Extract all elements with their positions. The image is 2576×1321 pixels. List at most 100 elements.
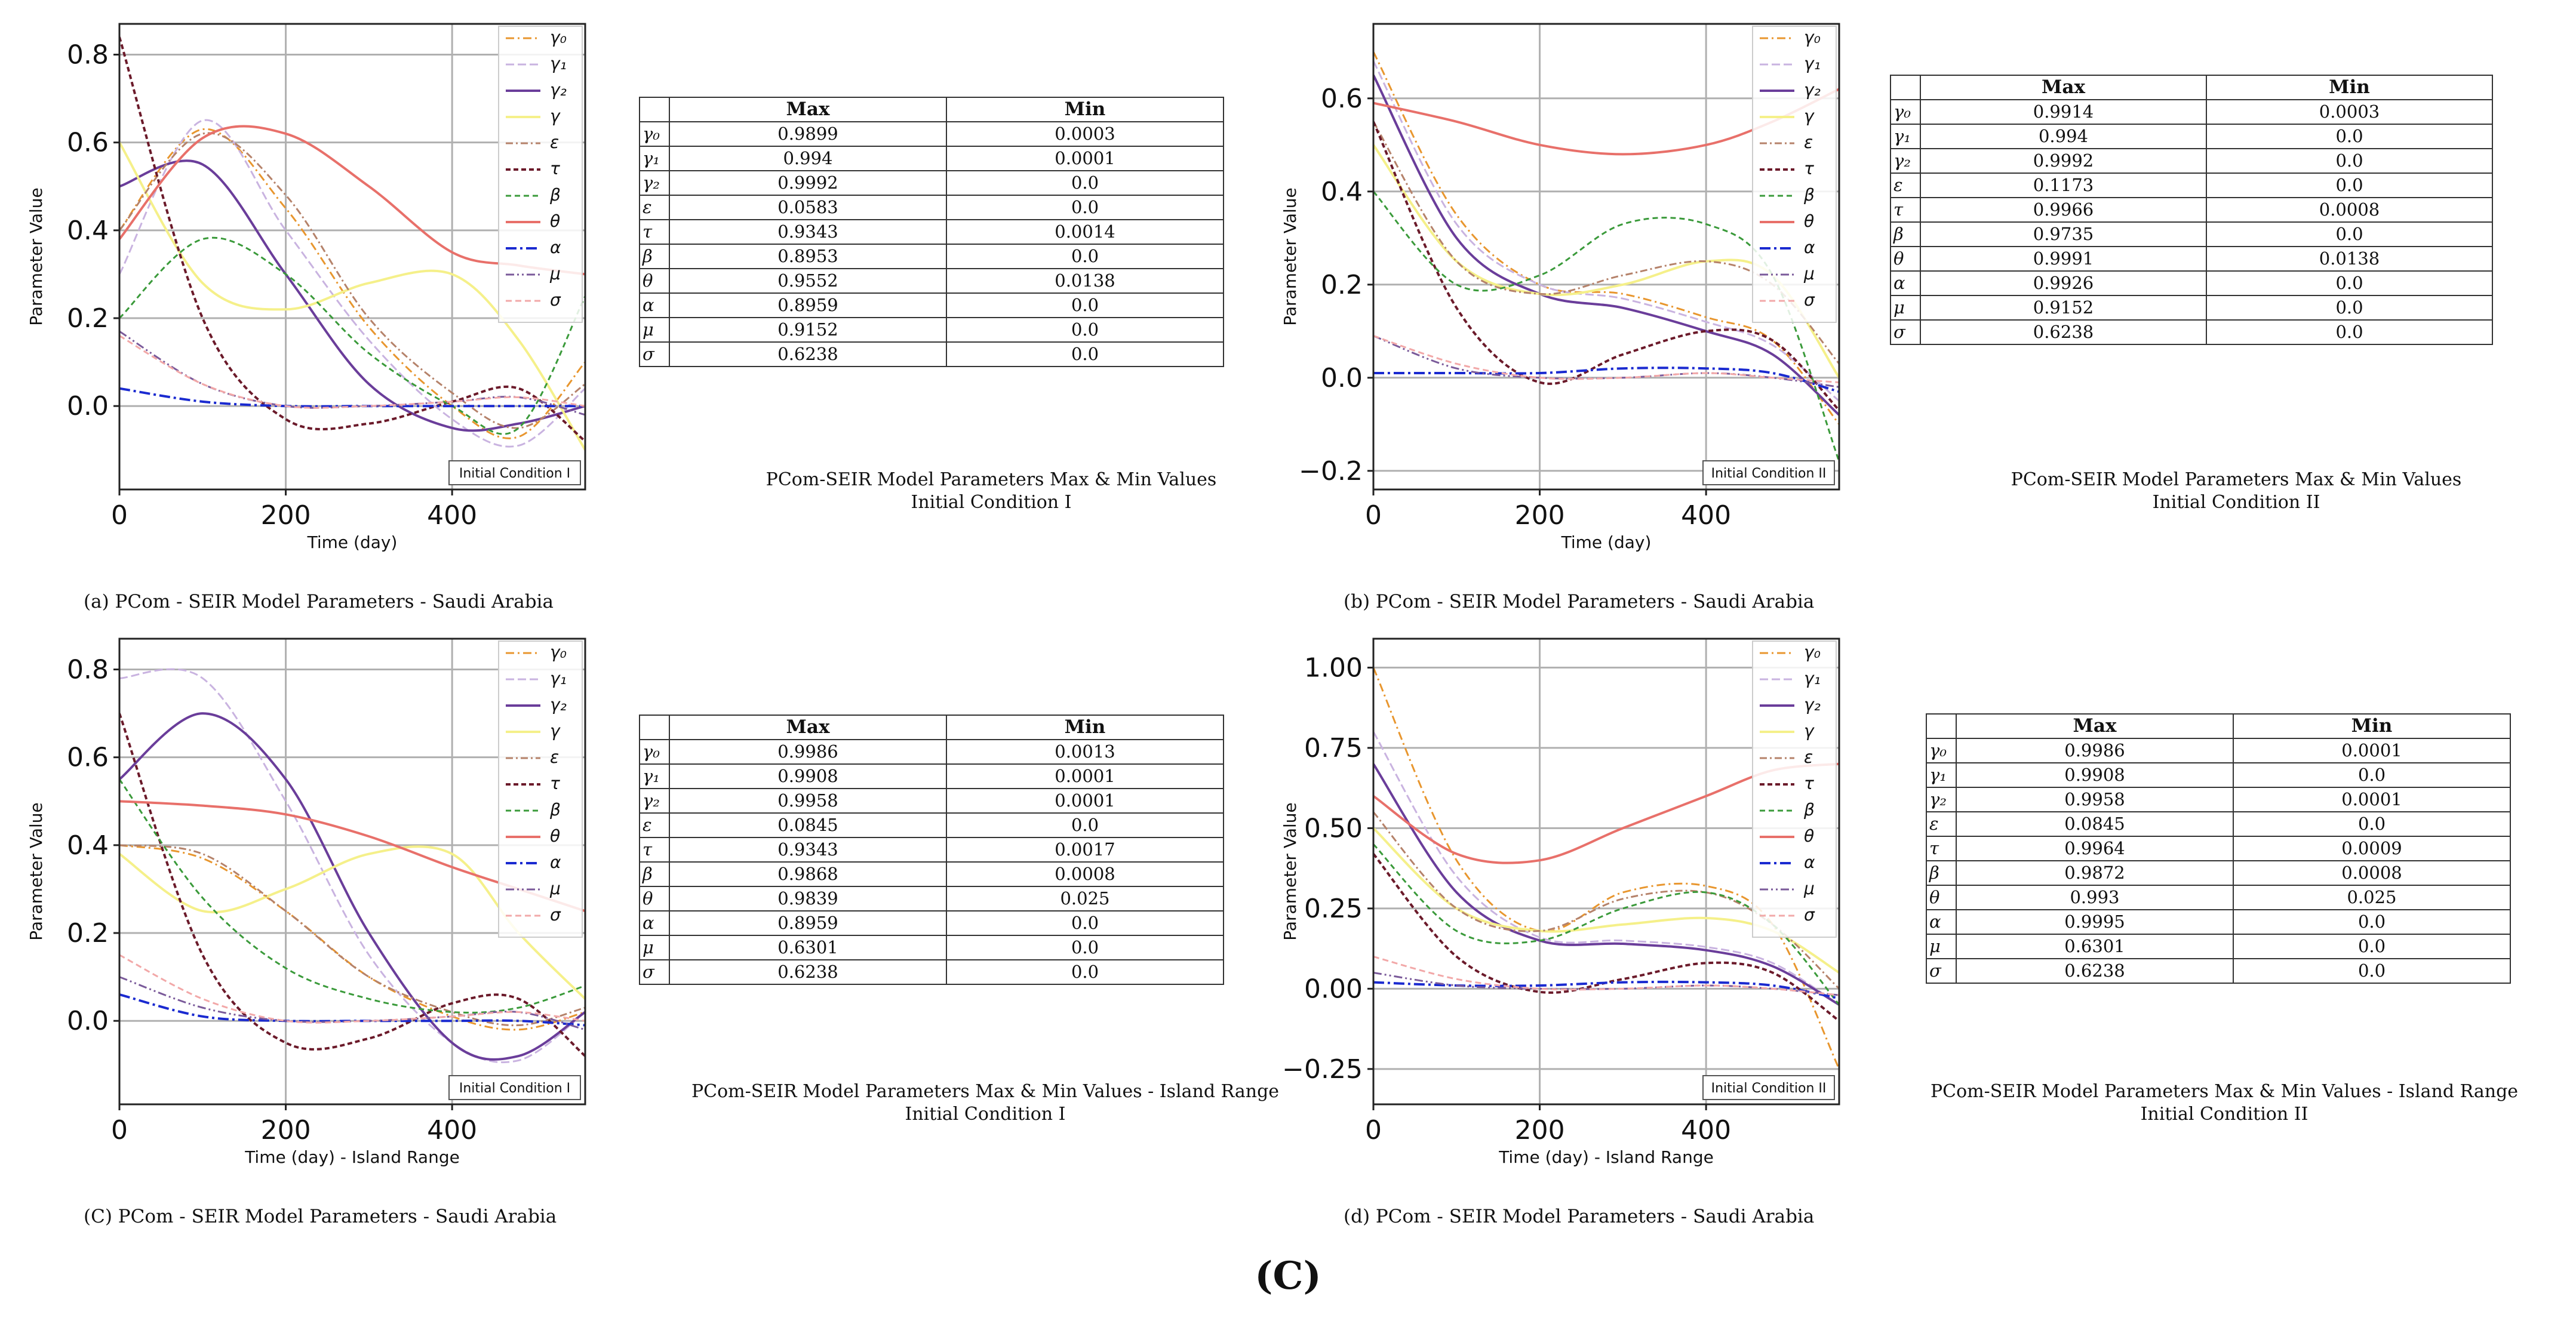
series-line-1	[1373, 731, 1839, 1006]
y-tick-label: 0.75	[1304, 733, 1363, 763]
legend-label: θ	[550, 211, 560, 231]
param-cell: θ	[1926, 885, 1957, 910]
legend-label: σ	[1804, 905, 1815, 925]
max-cell: 0.8959	[669, 292, 947, 318]
param-cell: σ	[1926, 958, 1957, 984]
param-cell: γ₂	[639, 788, 670, 814]
max-cell: 0.994	[669, 146, 947, 171]
table-caption-panel-a: PCom-SEIR Model Parameters Max & Min Val…	[693, 469, 1290, 514]
table-row: τ 0.9966 0.0008	[1890, 197, 2493, 223]
table-row: τ 0.9964 0.0009	[1926, 836, 2511, 861]
min-cell: 0.0	[2206, 270, 2493, 296]
series-line-2	[119, 159, 585, 432]
plot-frame	[1372, 638, 1840, 1106]
max-cell: 0.9343	[669, 837, 947, 863]
caption-panel-a: (a) PCom - SEIR Model Parameters - Saudi…	[84, 591, 554, 612]
legend-label: θ	[550, 826, 560, 846]
legend-label: γ₁	[1804, 669, 1821, 688]
table-row: ε 0.1173 0.0	[1890, 173, 2493, 198]
series-line-5	[1373, 853, 1839, 1022]
min-cell: 0.0	[946, 341, 1224, 367]
param-cell: γ₂	[1890, 148, 1921, 174]
y-tick-label: 0.4	[67, 215, 109, 246]
y-tick-label: 0.25	[1304, 894, 1363, 924]
param-cell: τ	[639, 219, 670, 245]
chart-panel-c: 0 200 400 0.0 0.2 0.4 0.6 0.8 Time (day) - Islan…	[26, 638, 586, 1167]
legend-label: μ	[549, 264, 561, 284]
param-cell: γ₂	[1926, 787, 1957, 812]
y-tick-label: 0.50	[1304, 813, 1363, 843]
max-cell: 0.6238	[669, 341, 947, 367]
legend-label: α	[1804, 238, 1815, 257]
table-caption-line1: PCom-SEIR Model Parameters Max & Min Val…	[691, 1081, 1280, 1102]
max-cell: 0.9872	[1956, 860, 2234, 886]
min-cell: 0.0001	[2233, 787, 2511, 812]
series-line-8	[1373, 367, 1839, 393]
x-axis-label: Time (day) - Island Range	[244, 1147, 460, 1167]
min-cell: 0.0003	[946, 121, 1224, 147]
legend-box	[1752, 26, 1837, 323]
min-cell: 0.0138	[946, 268, 1224, 294]
min-cell: 0.0	[946, 910, 1224, 936]
y-tick-label: 0.0	[67, 1006, 109, 1036]
param-cell: σ	[639, 341, 670, 367]
param-cell: γ₀	[1926, 738, 1957, 763]
param-cell: ε	[639, 195, 670, 220]
table-caption-line2: Initial Condition II	[2152, 492, 2320, 513]
legend-label: μ	[1803, 264, 1815, 284]
legend-label: μ	[1803, 879, 1815, 898]
max-cell: 0.6238	[1956, 958, 2234, 984]
table-row: α 0.8959 0.0	[639, 292, 1224, 318]
table-panel-b: Max Min γ₀ 0.9914 0.0003 γ₁ 0.994 0.0 γ₂ 0.9992 0.…	[1890, 75, 2493, 345]
table-corner-cell	[1890, 75, 1921, 100]
min-cell: 0.0	[2233, 958, 2511, 984]
min-cell: 0.0003	[2206, 99, 2493, 125]
annotation-box	[1702, 1075, 1835, 1100]
series-line-10	[1373, 335, 1839, 384]
table-row: θ 0.9991 0.0138	[1890, 246, 2493, 272]
max-cell: 0.9964	[1956, 836, 2234, 861]
series-line-1	[119, 119, 585, 448]
min-cell: 0.0	[2206, 173, 2493, 198]
min-cell: 0.0	[2233, 934, 2511, 959]
min-cell: 0.0	[2206, 124, 2493, 149]
max-cell: 0.9552	[669, 268, 947, 294]
max-header: Max	[669, 97, 947, 122]
series-line-0	[1373, 51, 1839, 425]
max-cell: 0.1173	[1920, 173, 2207, 198]
table-row: γ₀ 0.9986 0.0013	[639, 739, 1224, 765]
max-cell: 0.6238	[669, 959, 947, 985]
table-row: γ₁ 0.9908 0.0001	[639, 763, 1224, 789]
annotation-box	[1702, 460, 1835, 485]
series-line-6	[119, 236, 585, 435]
table-caption-line1: PCom-SEIR Model Parameters Max & Min Val…	[2011, 469, 2462, 490]
legend-label: γ	[1804, 106, 1815, 126]
min-cell: 0.0	[946, 244, 1224, 269]
legend-label: γ₁	[1804, 54, 1821, 73]
series-line-5	[1373, 121, 1839, 411]
x-tick-label: 200	[261, 1115, 311, 1146]
series-line-9	[119, 330, 585, 416]
legend-label: τ	[550, 774, 560, 793]
param-cell: θ	[639, 268, 670, 294]
y-tick-label: 0.2	[67, 303, 109, 334]
param-cell: μ	[639, 317, 670, 343]
legend-label: α	[550, 852, 561, 872]
min-cell: 0.0017	[946, 837, 1224, 863]
x-tick-label: 0	[1365, 500, 1382, 531]
table-row: θ 0.9552 0.0138	[639, 268, 1224, 294]
param-cell: β	[1890, 221, 1921, 247]
legend-label: τ	[1804, 159, 1814, 178]
legend-label: ε	[550, 747, 559, 767]
caption-panel-d: (d) PCom - SEIR Model Parameters - Saudi…	[1344, 1206, 1815, 1227]
legend-label: γ	[550, 106, 561, 126]
chart-panel-b: 0 200 400 −0.2 0.0 0.2 0.4 0.6 Time (day) Paramet…	[1280, 23, 1840, 552]
max-cell: 0.9966	[1920, 197, 2207, 223]
table-caption-line1: PCom-SEIR Model Parameters Max & Min Val…	[766, 469, 1217, 490]
min-cell: 0.0	[2233, 811, 2511, 837]
table-caption-line2: Initial Condition I	[911, 492, 1072, 513]
param-cell: α	[1926, 909, 1957, 935]
y-tick-label: 0.2	[67, 918, 109, 949]
legend-label: β	[1803, 800, 1815, 820]
max-cell: 0.9152	[669, 317, 947, 343]
